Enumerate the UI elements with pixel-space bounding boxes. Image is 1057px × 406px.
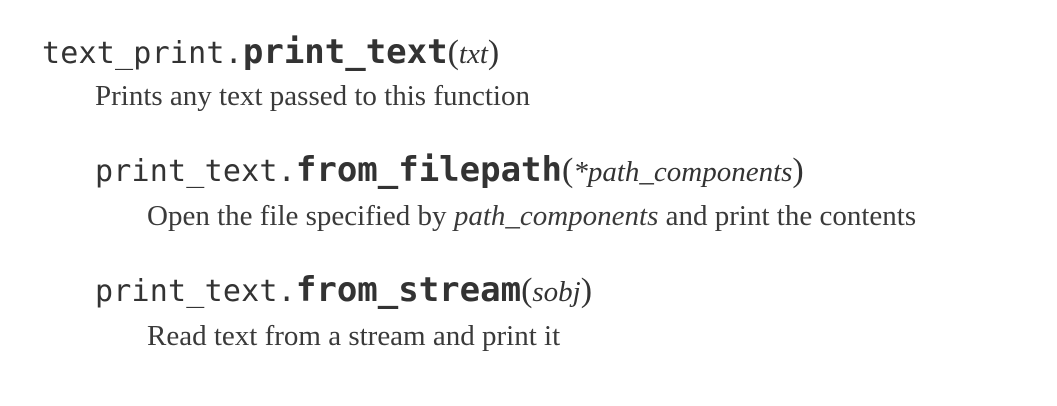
module-prefix: print_text. — [95, 274, 296, 309]
function-description: Read text from a stream and print it — [147, 320, 561, 352]
description-text: and print the contents — [658, 200, 917, 232]
function-signature-print-text: text_print. print_text ( txt ) — [42, 32, 499, 72]
parameter: *path_components — [573, 156, 793, 188]
open-paren: ( — [521, 272, 533, 309]
function-signature-from-filepath: print_text. from_filepath ( *path_compon… — [95, 150, 804, 190]
function-name: from_filepath — [295, 150, 562, 190]
parameter: txt — [458, 38, 488, 70]
module-prefix: print_text. — [95, 154, 296, 189]
function-name: from_stream — [295, 270, 522, 310]
open-paren: ( — [562, 152, 574, 189]
open-paren: ( — [447, 34, 459, 71]
module-prefix: text_print. — [42, 36, 243, 71]
parameter: sobj — [532, 276, 581, 308]
close-paren: ) — [792, 152, 804, 189]
function-description: Open the file specified by path_componen… — [147, 200, 916, 233]
close-paren: ) — [580, 272, 593, 309]
description-text: Open the file specified by — [147, 200, 454, 232]
function-name: print_text — [242, 32, 448, 72]
function-description: Prints any text passed to this function — [95, 80, 530, 112]
description-param-ref: path_components — [453, 200, 659, 232]
function-signature-from-stream: print_text. from_stream ( sobj ) — [95, 270, 592, 310]
close-paren: ) — [487, 34, 500, 71]
